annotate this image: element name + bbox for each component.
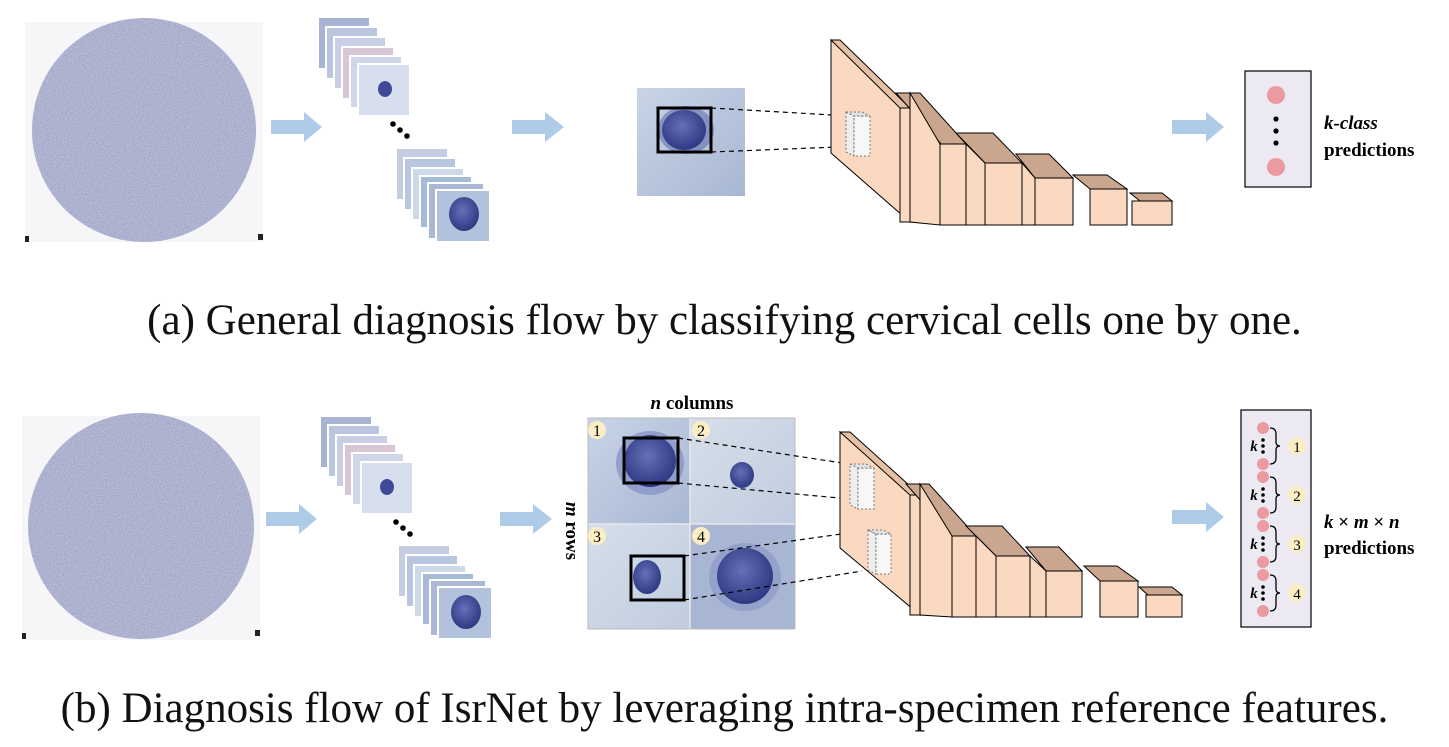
flow-arrow (1172, 112, 1224, 142)
feature-cube-b2 (867, 529, 892, 575)
group-k-label: k (1250, 488, 1258, 504)
group-k-label: k (1250, 537, 1258, 553)
input-cell-image (637, 88, 745, 196)
prediction-box-a (1244, 70, 1312, 188)
ellipsis-dots (390, 121, 410, 139)
receptive-field-box-1 (622, 436, 680, 485)
output-label-b-line2: predictions (1324, 538, 1414, 559)
feature-cube-b1 (849, 463, 875, 510)
group-number: 4 (1293, 587, 1301, 603)
output-label-b-line1: k × m × n (1324, 512, 1400, 533)
group-k-label: k (1250, 586, 1258, 602)
specimen-slide-a (25, 18, 263, 242)
panel-b: 1 2 3 4 n columns m rows (22, 393, 1414, 640)
caption-b: (b) Diagnosis flow of IsrNet by leveragi… (60, 685, 1389, 732)
cell-patch-stack-bottom (395, 147, 491, 243)
tile-number-1: 1 (593, 423, 601, 440)
flow-arrow (512, 112, 564, 142)
tile-number-3: 3 (593, 529, 601, 546)
flow-arrow (500, 504, 552, 534)
grid-columns-label: n columns (651, 393, 734, 414)
cell-grid (587, 417, 796, 630)
flow-arrow (1172, 502, 1224, 532)
flow-arrow (266, 504, 317, 534)
panel-a: k-class predictions (25, 16, 1414, 243)
receptive-field-box (656, 106, 713, 154)
group-number: 2 (1293, 489, 1301, 505)
receptive-field-box-3 (629, 554, 686, 602)
cell-patch-stack-bottom-b (397, 544, 493, 640)
tile-badges (588, 421, 710, 545)
flow-arrow (271, 112, 322, 142)
output-label-line1: k-class (1324, 113, 1378, 134)
cell-patch-stack-top (317, 16, 411, 117)
output-label-line2: predictions (1324, 140, 1414, 161)
caption-a: (a) General diagnosis flow by classifyin… (147, 297, 1302, 344)
grid-rows-label: m rows (561, 502, 582, 560)
cnn-backbone-a (829, 38, 1174, 226)
cnn-backbone-b (838, 430, 1184, 618)
tile-number-4: 4 (697, 529, 705, 546)
specimen-slide-b (22, 413, 260, 640)
ellipsis-dots-b (393, 519, 413, 537)
group-number: 1 (1293, 440, 1301, 456)
cell-patch-stack-top-b (319, 415, 414, 515)
group-k-label: k (1250, 439, 1258, 455)
tile-number-2: 2 (697, 423, 705, 440)
feature-cube-a (845, 111, 871, 157)
group-number: 3 (1293, 538, 1301, 554)
